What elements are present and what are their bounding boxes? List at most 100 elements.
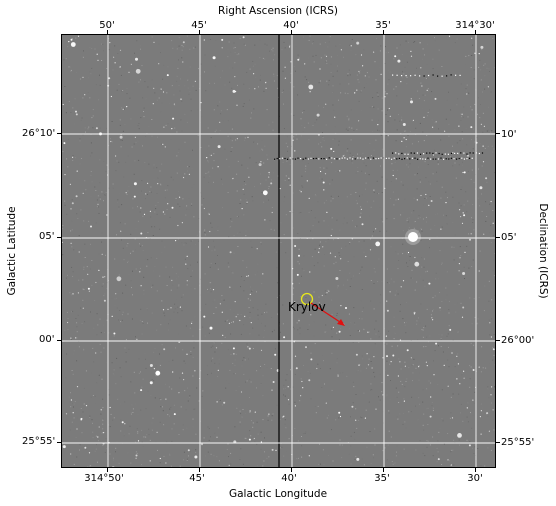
noise-pixel (151, 135, 153, 137)
noise-pixel (193, 408, 195, 410)
noise-pixel (277, 87, 279, 89)
noise-pixel (412, 121, 414, 122)
noise-pixel (486, 67, 488, 69)
noise-pixel (249, 317, 251, 319)
noise-pixel (240, 286, 241, 288)
star (458, 125, 460, 127)
noise-pixel (424, 285, 426, 287)
star (457, 433, 462, 438)
noise-pixel (323, 360, 324, 362)
noise-pixel (168, 329, 169, 331)
noise-pixel (210, 262, 212, 264)
noise-pixel (342, 223, 344, 225)
noise-pixel (426, 64, 428, 66)
noise-pixel (373, 457, 374, 459)
noise-pixel (162, 406, 163, 408)
star (318, 247, 320, 250)
noise-pixel (245, 199, 247, 201)
noise-pixel (145, 436, 147, 438)
noise-pixel (62, 238, 64, 240)
streak-dot (292, 158, 294, 160)
noise-pixel (185, 52, 187, 54)
star (109, 42, 111, 44)
noise-pixel (361, 355, 363, 357)
star (304, 63, 306, 65)
star (358, 120, 360, 122)
star (249, 293, 251, 295)
star (274, 353, 277, 356)
noise-pixel (257, 309, 259, 311)
sky-image-panel[interactable]: Krylov (61, 34, 496, 468)
noise-pixel (388, 79, 390, 81)
star (491, 386, 493, 388)
noise-pixel (387, 444, 389, 446)
noise-pixel (453, 439, 455, 441)
star (492, 348, 495, 351)
star (410, 98, 412, 100)
noise-pixel (251, 420, 252, 422)
star (135, 454, 138, 457)
noise-pixel (409, 259, 410, 261)
noise-pixel (286, 136, 288, 138)
streak-dot (416, 152, 418, 154)
noise-pixel (145, 198, 146, 200)
noise-pixel (293, 287, 295, 289)
noise-pixel (75, 157, 77, 159)
top-tick-label: 45' (191, 20, 207, 31)
noise-pixel (466, 144, 468, 146)
noise-pixel (438, 278, 440, 280)
noise-pixel (230, 51, 232, 53)
star (143, 213, 146, 215)
noise-pixel (241, 365, 243, 367)
noise-pixel (328, 414, 329, 416)
star (233, 353, 235, 355)
star (212, 56, 216, 60)
noise-pixel (469, 386, 471, 388)
noise-pixel (454, 162, 456, 164)
star (456, 378, 458, 380)
noise-pixel (419, 181, 421, 183)
noise-pixel (399, 120, 401, 122)
noise-pixel (159, 170, 161, 172)
star (316, 113, 320, 117)
noise-pixel (493, 354, 495, 356)
noise-pixel (441, 418, 443, 419)
noise-pixel (401, 53, 403, 55)
noise-pixel (160, 89, 162, 91)
noise-pixel (332, 138, 334, 140)
star (268, 176, 270, 178)
target-marker[interactable] (300, 292, 314, 306)
noise-pixel (127, 452, 129, 454)
star (310, 314, 312, 316)
star (443, 364, 445, 366)
noise-pixel (141, 333, 143, 335)
noise-pixel (234, 426, 236, 428)
noise-pixel (92, 431, 94, 433)
star (260, 161, 262, 163)
noise-pixel (179, 206, 181, 207)
noise-pixel (94, 395, 96, 397)
star (215, 347, 218, 349)
noise-pixel (123, 259, 125, 261)
noise-pixel (361, 417, 363, 419)
noise-pixel (398, 114, 399, 116)
noise-pixel (251, 48, 253, 50)
star (136, 338, 138, 340)
tick-mark (291, 468, 292, 472)
tick-mark (383, 30, 384, 34)
streak-dot (378, 157, 380, 160)
noise-pixel (418, 215, 420, 217)
noise-pixel (328, 225, 330, 226)
star (402, 280, 405, 282)
noise-pixel (254, 274, 256, 276)
noise-pixel (335, 45, 337, 47)
noise-pixel (471, 109, 473, 111)
noise-pixel (373, 268, 375, 270)
noise-pixel (140, 143, 142, 145)
noise-pixel (270, 368, 272, 369)
noise-pixel (64, 204, 66, 206)
noise-pixel (132, 250, 134, 252)
noise-pixel (67, 166, 69, 168)
noise-pixel (74, 98, 76, 100)
noise-pixel (416, 281, 418, 283)
